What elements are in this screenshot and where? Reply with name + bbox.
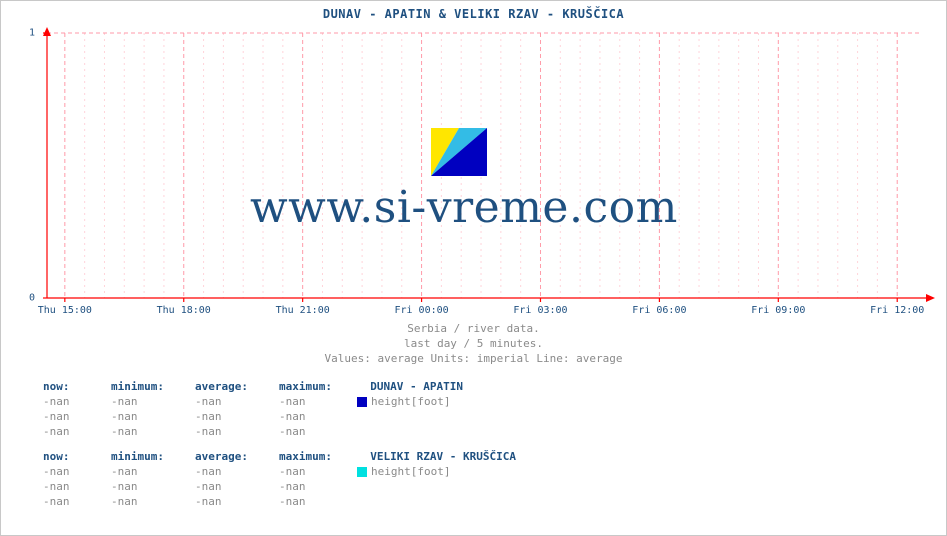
table-cell: -nan	[195, 409, 279, 424]
table-row: -nan-nan-nan-nanheight[foot]	[43, 394, 467, 409]
table-cell: -nan	[43, 394, 111, 409]
table-cell: -nan	[279, 394, 357, 409]
col-header-max: maximum:	[279, 449, 357, 464]
table-cell: -nan	[195, 464, 279, 479]
col-header-min: minimum:	[111, 449, 195, 464]
col-header-avg: average:	[195, 379, 279, 394]
metric-label: height[foot]	[371, 465, 450, 478]
metric-cell: height[foot]	[357, 394, 467, 409]
x-tick-label: Fri 06:00	[632, 305, 686, 316]
table-cell: -nan	[111, 479, 195, 494]
chart-title: DUNAV - APATIN & VELIKI RZAV - KRUŠČICA	[1, 7, 946, 21]
watermark-url: www.si-vreme.com	[250, 182, 678, 233]
station-table-0: now:minimum:average:maximum: DUNAV - APA…	[43, 379, 467, 439]
col-header-now: now:	[43, 379, 111, 394]
col-header-max: maximum:	[279, 379, 357, 394]
y-tick-label: 1	[29, 28, 35, 39]
station-table-1: now:minimum:average:maximum: VELIKI RZAV…	[43, 449, 520, 509]
col-header-avg: average:	[195, 449, 279, 464]
table-row: -nan-nan-nan-nan	[43, 409, 467, 424]
col-header-min: minimum:	[111, 379, 195, 394]
table-cell: -nan	[195, 494, 279, 509]
table-cell: -nan	[111, 464, 195, 479]
table-cell: -nan	[279, 479, 357, 494]
x-tick-label: Thu 21:00	[276, 305, 330, 316]
y-axis-labels: 01	[1, 27, 41, 302]
table-cell: -nan	[43, 464, 111, 479]
series-swatch-icon	[357, 397, 367, 407]
x-tick-label: Thu 18:00	[157, 305, 211, 316]
x-tick-label: Fri 00:00	[394, 305, 448, 316]
table-cell: -nan	[43, 479, 111, 494]
table-cell: -nan	[279, 424, 357, 439]
table-row: -nan-nan-nan-nanheight[foot]	[43, 464, 520, 479]
x-tick-label: Thu 15:00	[38, 305, 92, 316]
table-cell: -nan	[111, 494, 195, 509]
table-cell: -nan	[111, 424, 195, 439]
table-cell: -nan	[43, 424, 111, 439]
x-tick-label: Fri 03:00	[513, 305, 567, 316]
table-cell: -nan	[195, 394, 279, 409]
station-name: DUNAV - APATIN	[357, 379, 467, 394]
table-row: -nan-nan-nan-nan	[43, 494, 520, 509]
caption-line-1: Serbia / river data.	[1, 321, 946, 336]
data-tables: now:minimum:average:maximum: DUNAV - APA…	[43, 379, 520, 509]
caption-line-2: last day / 5 minutes.	[1, 336, 946, 351]
col-header-now: now:	[43, 449, 111, 464]
metric-label: height[foot]	[371, 395, 450, 408]
table-cell: -nan	[195, 424, 279, 439]
metric-cell: height[foot]	[357, 464, 520, 479]
x-tick-label: Fri 09:00	[751, 305, 805, 316]
y-tick-label: 0	[29, 293, 35, 304]
table-cell: -nan	[111, 409, 195, 424]
station-name: VELIKI RZAV - KRUŠČICA	[357, 449, 520, 464]
caption-line-3: Values: average Units: imperial Line: av…	[1, 351, 946, 366]
table-cell: -nan	[279, 409, 357, 424]
table-row: -nan-nan-nan-nan	[43, 424, 467, 439]
table-cell: -nan	[43, 409, 111, 424]
table-cell: -nan	[279, 494, 357, 509]
table-cell: -nan	[195, 479, 279, 494]
x-tick-label: Fri 12:00	[870, 305, 924, 316]
table-cell: -nan	[43, 494, 111, 509]
series-swatch-icon	[357, 467, 367, 477]
x-axis-labels: Thu 15:00Thu 18:00Thu 21:00Fri 00:00Fri …	[43, 305, 935, 319]
chart-frame: www.si-vreme.com DUNAV - APATIN & VELIKI…	[0, 0, 947, 536]
table-cell: -nan	[111, 394, 195, 409]
table-cell: -nan	[279, 464, 357, 479]
table-row: -nan-nan-nan-nan	[43, 479, 520, 494]
plot-area	[43, 27, 935, 302]
watermark-logo-icon	[431, 128, 487, 176]
